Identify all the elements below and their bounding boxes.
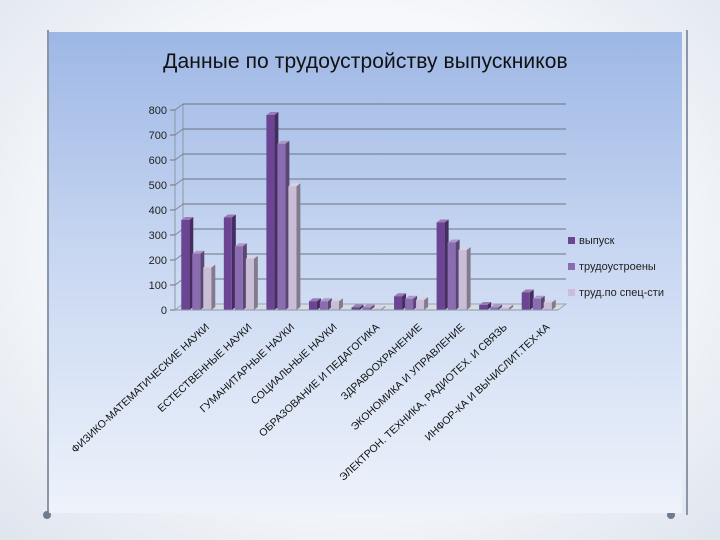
bar-top [479,302,492,305]
legend-swatch [568,263,575,270]
y-tick-label: 0 [161,305,167,317]
bar-top [373,305,386,309]
x-category-label: СОЦИАЛЬНЫЕ НАУКИ [249,321,340,407]
gridline-diagonal [174,103,184,111]
bar-top [266,112,279,115]
bar-side [359,304,364,310]
bar-side [551,299,556,310]
bar-top [234,243,247,247]
y-tick-label: 200 [149,255,167,267]
legend-swatch [568,289,575,296]
bar [490,307,499,310]
bar [521,292,530,310]
bar-top [436,219,449,223]
bar [362,307,371,310]
bar [436,222,445,310]
bar [308,301,317,310]
bar-side [338,298,343,310]
bar-side [296,183,301,310]
bar [479,305,488,310]
legend-label: выпуск [579,235,615,247]
bar-top [447,239,460,243]
y-tick-label: 100 [149,280,167,292]
legend-label: труд.по спец-сти [579,287,664,299]
frame-dot-right [667,511,675,519]
y-tick-label: 700 [149,130,167,142]
bar-side [509,304,514,310]
bar [234,246,243,310]
chart-title: Данные по трудоустройству выпускников [163,50,568,73]
bar [351,307,360,310]
bar [532,298,541,310]
bar [394,296,403,310]
bar-side [370,304,375,310]
bar [416,300,425,310]
legend-label: трудоустроены [579,261,656,273]
bar [330,301,339,310]
bar-top [203,264,216,268]
bar [458,250,467,310]
bar [501,307,510,310]
bar-side [381,305,386,310]
bar-top [490,304,503,308]
bar [543,302,552,310]
bar [319,301,328,310]
bar [373,308,382,310]
y-tick-label: 600 [149,155,167,167]
bar-top [308,298,321,302]
bar-top [394,293,407,297]
bar-side [487,302,492,310]
gridline-diagonal [174,153,184,161]
bar-side [498,304,503,310]
bar-top [181,217,194,220]
y-tick-label: 400 [149,205,167,217]
bar-top [532,295,545,299]
bar-top [223,214,236,218]
y-tick-label: 300 [149,230,167,242]
bar-top [458,247,471,250]
bar-top [288,183,301,187]
gridline-diagonal [174,178,184,186]
bar-top [501,304,514,308]
bar-top [277,140,290,144]
gridline-diagonal [174,128,184,136]
bar-top [521,289,534,293]
frame-dot-left [43,511,51,519]
bar-side [466,247,471,310]
bar-top [405,295,418,299]
legend-swatch [568,237,575,244]
bar-top [543,299,556,303]
bar-side [424,297,429,310]
bar-top [362,304,375,308]
y-tick-label: 500 [149,180,167,192]
bar-side [211,264,216,310]
x-category-label: ЗДРАВООХРАНЕНИЕ [339,321,425,402]
bar [245,258,254,310]
bar-top [245,255,258,259]
bar [266,115,275,310]
bar-top [319,298,332,302]
bar [447,242,456,310]
bar-top [351,304,364,308]
slide-frame [47,30,688,515]
bar [192,253,201,310]
bar-top [192,250,205,254]
bar [203,267,212,310]
gridline-diagonal [174,203,184,211]
chart-area [49,32,682,513]
bar [277,143,286,310]
bar-top [416,297,429,300]
bar-top [330,298,343,302]
bar-side [253,255,258,310]
bar [405,298,414,310]
bar [181,220,190,310]
bar [223,217,232,310]
y-tick-label: 800 [149,105,167,117]
bar [288,186,297,310]
